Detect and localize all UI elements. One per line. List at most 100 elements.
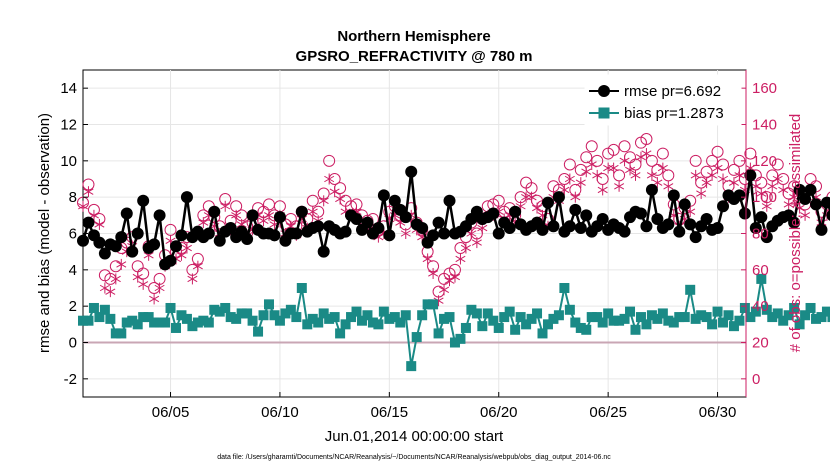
obs-assimilated-point <box>400 228 411 239</box>
bias-point <box>652 313 663 324</box>
rmse-point <box>804 183 817 196</box>
bias-point <box>756 273 767 284</box>
bias-point <box>154 317 165 328</box>
bias-point <box>597 317 608 328</box>
obs-assimilated-point <box>630 169 641 181</box>
y-tick-label-right: 100 <box>752 189 777 206</box>
obs-assimilated-point <box>116 258 127 270</box>
obs-assimilated-point <box>471 237 482 249</box>
bias-point <box>242 308 253 319</box>
y-tick-label-left: 2 <box>69 298 77 315</box>
obs-assimilated-point <box>800 209 811 221</box>
obs-assimilated-point <box>646 169 657 181</box>
obs-assimilated-point <box>619 155 630 167</box>
rmse-point <box>405 165 418 178</box>
bias-point <box>783 310 794 321</box>
obs-assimilated-point <box>728 177 739 189</box>
rmse-point <box>711 222 724 235</box>
rmse-point <box>547 220 560 233</box>
bias-point <box>641 319 652 330</box>
bias-point <box>94 312 105 323</box>
bias-point <box>356 315 367 326</box>
y-tick-label-left: 14 <box>60 80 77 97</box>
bias-point <box>821 306 830 317</box>
rmse-point <box>815 223 828 236</box>
x-axis: 06/05 06/10 06/15 06/20 06/25 06/30 <box>152 392 736 421</box>
rmse-point <box>755 211 768 224</box>
legend-box <box>584 74 742 126</box>
legend-rmse-label: rmse pr=6.692 <box>624 83 721 100</box>
obs-assimilated-point <box>532 202 543 214</box>
bias-point <box>488 315 499 326</box>
y-tick-label-left: 8 <box>69 189 77 206</box>
bias-point <box>346 312 357 323</box>
bias-point <box>329 312 340 323</box>
bias-point <box>707 319 718 330</box>
bias-point <box>493 322 504 333</box>
bias-point <box>696 310 707 321</box>
bias-point <box>482 308 493 319</box>
obs-assimilated-point <box>138 278 149 290</box>
obs-assimilated-point <box>181 242 192 254</box>
bias-point <box>608 315 619 326</box>
bias-point <box>750 306 761 317</box>
bias-point <box>313 317 324 328</box>
bias-point <box>83 315 94 326</box>
rmse-point <box>137 194 150 207</box>
rmse-point <box>427 229 440 242</box>
bias-point <box>471 308 482 319</box>
bias-point <box>302 319 313 330</box>
bias-point <box>253 326 264 337</box>
legend-rmse-marker <box>598 85 610 97</box>
bias-point <box>586 312 597 323</box>
bias-point <box>668 317 679 328</box>
rmse-point <box>793 183 806 196</box>
bias-point <box>564 304 575 315</box>
bias-point <box>728 321 739 332</box>
right-axis: 0 20 40 60 80 100 120 140 160 <box>741 70 777 397</box>
bias-point <box>827 312 830 323</box>
rmse-point <box>98 247 111 260</box>
rmse-point <box>678 198 691 211</box>
obs-assimilated-point <box>258 215 269 227</box>
obs-assimilated-point <box>192 260 203 272</box>
bias-point <box>635 312 646 323</box>
obs-possible-point <box>755 176 768 189</box>
rmse-point <box>645 183 658 196</box>
obs-possible-point <box>618 140 631 153</box>
obs-assimilated-point <box>94 218 105 230</box>
bias-point <box>685 284 696 295</box>
bias-point <box>592 312 603 323</box>
bias-point <box>220 302 231 313</box>
obs-assimilated-point <box>132 271 143 283</box>
y-tick-label-right: 120 <box>752 153 777 170</box>
y-tick-label-right: 140 <box>752 117 777 134</box>
bias-point <box>603 308 614 319</box>
obs-assimilated-point <box>149 293 160 305</box>
bias-layer <box>78 273 830 372</box>
obs-assimilated-point <box>581 166 592 178</box>
bias-point <box>614 315 625 326</box>
rmse-point <box>115 231 128 244</box>
obs-assimilated-point <box>335 193 346 205</box>
rmse-point <box>202 227 215 240</box>
bias-point <box>400 310 411 321</box>
rmse-point <box>673 225 686 238</box>
bias-point <box>619 313 630 324</box>
bias-point <box>504 306 515 317</box>
obs-possible-point <box>711 145 724 158</box>
bias-point <box>515 312 526 323</box>
rmse-point <box>618 225 631 238</box>
bias-point <box>367 317 378 328</box>
rmse-point <box>377 189 390 202</box>
rmse-point <box>738 207 751 220</box>
obs-assimilated-point <box>756 188 767 200</box>
rmse-point <box>164 254 177 267</box>
rmse-point <box>77 234 89 247</box>
bias-point <box>324 313 335 324</box>
bias-point <box>466 304 477 315</box>
obs-assimilated-point <box>690 169 701 181</box>
bias-point <box>778 315 789 326</box>
obs-assimilated-point <box>696 188 707 200</box>
obs-possible-point <box>645 154 658 167</box>
